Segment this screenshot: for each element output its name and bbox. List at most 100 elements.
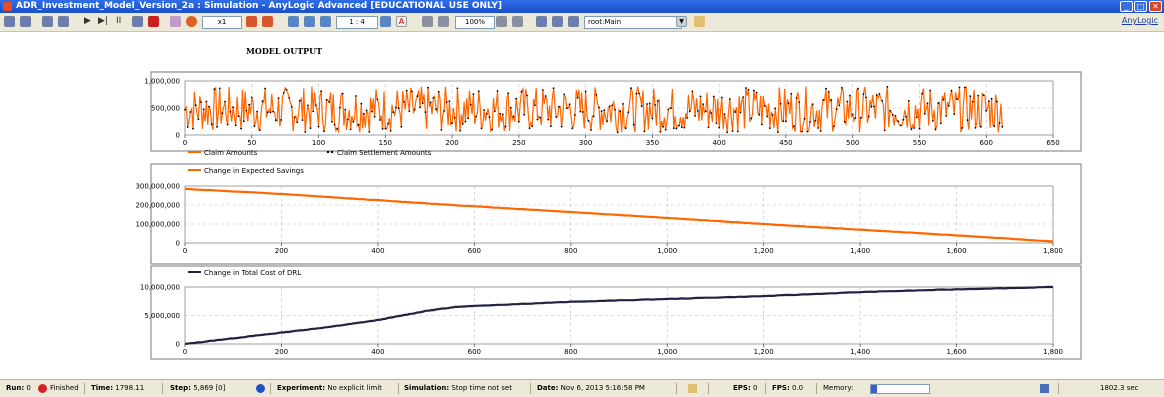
minimize-button[interactable]: _ bbox=[1120, 1, 1133, 12]
settlement-point bbox=[923, 112, 926, 115]
settlement-point bbox=[528, 127, 531, 130]
zoom-in-icon[interactable] bbox=[496, 16, 507, 27]
legend-settlement-dot-2 bbox=[330, 150, 334, 154]
speed-up-icon[interactable] bbox=[262, 16, 273, 27]
settlement-point bbox=[475, 115, 477, 118]
settlement-point bbox=[192, 127, 194, 130]
settlement-point bbox=[648, 102, 651, 105]
window-title-bar[interactable]: ADR_Investment_Model_Version_2a : Simula… bbox=[0, 0, 1164, 13]
settlement-point bbox=[745, 87, 747, 89]
print-icon[interactable] bbox=[422, 16, 433, 27]
simulation-status: Simulation: Stop time not set bbox=[404, 384, 512, 392]
settlement-point bbox=[742, 96, 745, 98]
settlement-point bbox=[576, 96, 579, 99]
view-area-icon[interactable] bbox=[288, 16, 299, 27]
settlement-point bbox=[934, 128, 937, 131]
settlement-point bbox=[232, 106, 235, 109]
settlement-point bbox=[216, 125, 218, 128]
zoom-field[interactable]: 100% bbox=[455, 16, 495, 29]
settlement-point bbox=[587, 120, 590, 122]
settlement-point bbox=[325, 98, 328, 101]
fit-to-window-icon[interactable] bbox=[512, 16, 523, 27]
settlement-point bbox=[993, 125, 996, 128]
chevron-down-icon[interactable]: ▼ bbox=[676, 16, 687, 27]
layout-icon[interactable] bbox=[320, 16, 331, 27]
settlement-point bbox=[496, 90, 499, 92]
settings-icon[interactable] bbox=[536, 16, 547, 27]
settlement-point bbox=[980, 125, 982, 128]
eye-icon[interactable] bbox=[552, 16, 563, 27]
settlement-point bbox=[590, 129, 592, 131]
settlement-point bbox=[555, 116, 558, 118]
grid-icon[interactable] bbox=[380, 16, 391, 27]
settlement-point bbox=[787, 102, 790, 105]
x-tick-label: 0 bbox=[183, 348, 187, 356]
pause-button[interactable]: II bbox=[116, 16, 122, 26]
settlement-point bbox=[317, 125, 320, 128]
settlement-point bbox=[899, 124, 902, 127]
settlement-point bbox=[333, 123, 336, 126]
clock-icon[interactable] bbox=[186, 16, 197, 27]
settlement-point bbox=[480, 127, 483, 130]
y-tick-label: 0 bbox=[176, 132, 180, 140]
y-tick-label: 5,000,000 bbox=[144, 312, 180, 320]
settlement-point bbox=[878, 93, 881, 95]
experiment-icon[interactable] bbox=[58, 16, 69, 27]
model-view-icon[interactable] bbox=[20, 16, 31, 27]
real-time-icon[interactable] bbox=[170, 16, 181, 27]
step-button[interactable]: ▶| bbox=[98, 16, 108, 26]
settlement-point bbox=[982, 94, 985, 97]
annotation-icon[interactable]: A bbox=[396, 16, 407, 27]
settlement-point bbox=[766, 115, 769, 118]
garbage-collect-icon[interactable] bbox=[1040, 384, 1049, 393]
x-tick-label: 200 bbox=[275, 348, 288, 356]
step-status: Step: 5,869 [0] bbox=[170, 384, 226, 392]
x-tick-label: 400 bbox=[371, 348, 384, 356]
settlement-point bbox=[298, 99, 301, 102]
maximize-button[interactable]: □ bbox=[1134, 1, 1147, 12]
settlement-point bbox=[272, 110, 274, 113]
scale-field[interactable]: 1 : 4 bbox=[336, 16, 378, 29]
back-icon[interactable] bbox=[4, 16, 15, 27]
slow-down-icon[interactable] bbox=[246, 16, 257, 27]
run-button[interactable]: ▶ bbox=[84, 16, 91, 26]
settlement-point bbox=[483, 109, 485, 111]
settlement-point bbox=[915, 116, 918, 119]
settlement-point bbox=[435, 108, 437, 111]
settlement-point bbox=[419, 106, 421, 109]
terminate-button[interactable] bbox=[148, 16, 159, 27]
settlement-point bbox=[264, 87, 266, 90]
settlement-point bbox=[921, 92, 923, 95]
anylogic-brand-link[interactable]: AnyLogic bbox=[1121, 16, 1158, 25]
stop-icon[interactable] bbox=[132, 16, 143, 27]
speed-field[interactable]: x1 bbox=[202, 16, 242, 29]
settlement-point bbox=[972, 100, 974, 103]
settlement-point bbox=[336, 127, 339, 130]
tree-icon[interactable] bbox=[568, 16, 579, 27]
settlement-point bbox=[210, 123, 213, 126]
settlement-point bbox=[427, 86, 429, 89]
settlement-point bbox=[603, 109, 606, 111]
settlement-point bbox=[616, 131, 619, 134]
pointer-status-icon[interactable] bbox=[688, 384, 697, 393]
settlement-point bbox=[258, 129, 261, 132]
close-button[interactable]: ✕ bbox=[1149, 1, 1162, 12]
settlement-point bbox=[793, 125, 795, 128]
zoom-out-icon[interactable] bbox=[438, 16, 449, 27]
settlement-point bbox=[838, 104, 841, 107]
settlement-point bbox=[1001, 125, 1004, 128]
x-tick-label: 1,400 bbox=[850, 247, 870, 255]
settlement-point bbox=[304, 131, 307, 133]
parameters-icon[interactable] bbox=[42, 16, 53, 27]
settlement-point bbox=[440, 129, 443, 131]
settlement-point bbox=[389, 130, 392, 132]
settlement-point bbox=[985, 109, 988, 112]
navigate-icon[interactable] bbox=[304, 16, 315, 27]
pointer-icon[interactable] bbox=[694, 16, 705, 27]
settlement-point bbox=[571, 127, 574, 130]
help-icon[interactable] bbox=[256, 384, 265, 393]
settlement-point bbox=[365, 109, 368, 112]
settlement-point bbox=[865, 96, 867, 99]
settlement-point bbox=[841, 87, 843, 89]
settlement-point bbox=[598, 106, 600, 109]
